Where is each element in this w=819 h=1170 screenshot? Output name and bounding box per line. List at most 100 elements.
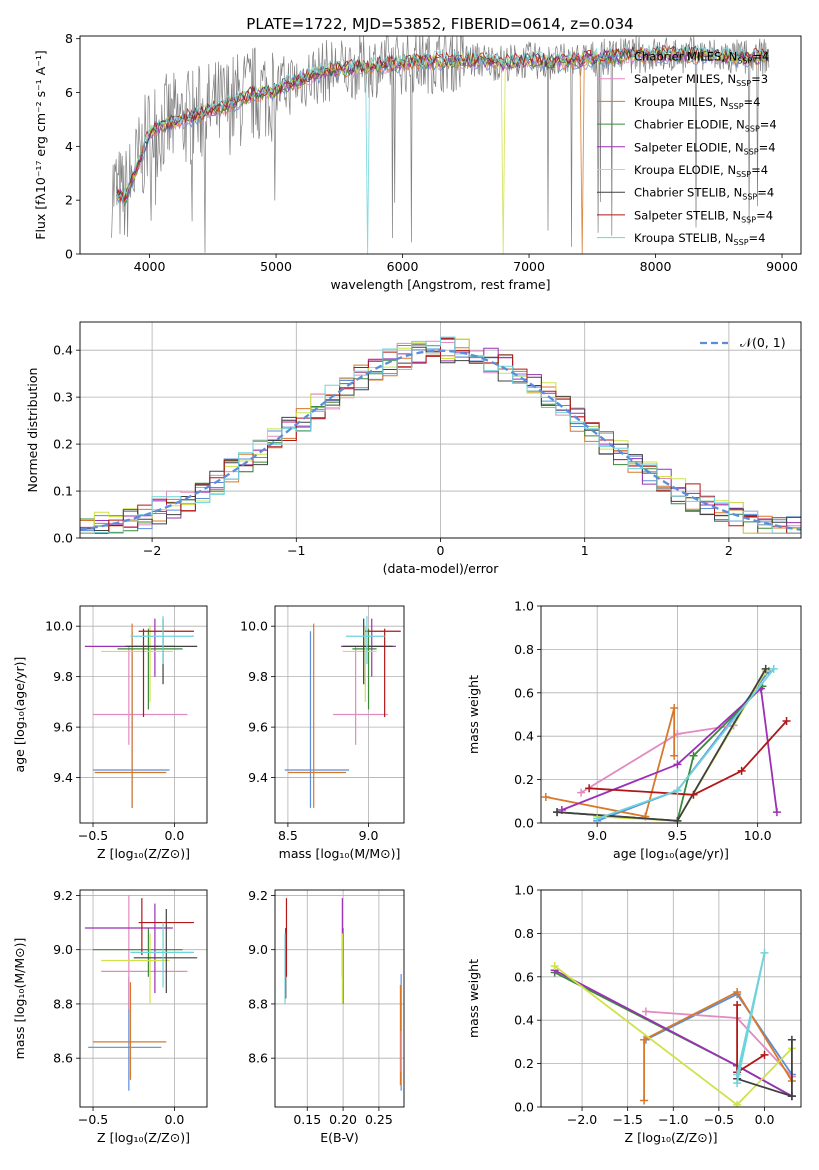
weight_vs_Z-series — [550, 948, 796, 1107]
x-tick-label: 2 — [725, 543, 733, 558]
y-tick-label: 0.3 — [53, 390, 73, 405]
residual-legend: 𝒩(0, 1) — [700, 335, 786, 350]
mass_vs_ebv-points — [284, 898, 402, 1091]
x-tick-label: 8000 — [640, 259, 672, 274]
x-tick-label: 9.0 — [587, 828, 607, 843]
y-tick-label: 9.0 — [53, 942, 73, 957]
age_vs_Z-frame — [79, 605, 208, 824]
x-tick-label: 4000 — [134, 259, 166, 274]
series-line — [596, 668, 775, 820]
series-line — [643, 990, 793, 1101]
series-marker — [577, 788, 586, 797]
legend-entry: Salpeter ELODIE, NSSP=4 — [634, 140, 776, 156]
x-tick-label: −1 — [287, 543, 305, 558]
series-marker — [787, 1092, 796, 1101]
weight_vs_age-series — [541, 664, 791, 823]
y-tick-label: 0.2 — [514, 1056, 534, 1071]
y-tick-label: 0.8 — [514, 642, 534, 657]
weight_vs_Z-axes: −2.0 −1.5 −1.0 −0.5 0.0 0.0 0.2 0.4 0.6 0.8 1.0 Z [… — [466, 883, 801, 1145]
series-marker — [769, 664, 778, 673]
y-axis-label: mass weight — [466, 959, 481, 1038]
x-axis-label: mass [log₁₀(M/M⊙)] — [279, 846, 401, 861]
y-tick-label: 0.2 — [53, 437, 73, 452]
legend-entry: Salpeter MILES, NSSP=3 — [634, 72, 768, 88]
spectrum-axes: 4000 5000 6000 7000 8000 9000 0 2 4 6 8 wavelength … — [33, 31, 798, 292]
residuals-axes: −2 −1 0 1 2 0.0 0.1 0.2 0.3 0.4 (data-model)/error… — [25, 322, 801, 576]
y-tick-label: 8.8 — [53, 996, 73, 1011]
mass_vs_Z-axes: −0.5 0.0 8.6 8.8 9.0 9.2 Z [log₁₀(Z/Z⊙)] mass [… — [12, 888, 207, 1145]
model-spectrum-line — [116, 44, 769, 203]
y-tick-label: 0.0 — [53, 531, 73, 546]
y-tick-label: 0 — [65, 247, 73, 262]
series-marker — [550, 961, 559, 970]
age_vs_mass-axes: 8.5 9.0 9.4 9.6 9.8 10.0 mass [log₁₀(M/M⊙)] — [240, 606, 404, 861]
x-tick-label: 1 — [581, 543, 589, 558]
x-tick-label: 0.0 — [164, 1112, 184, 1127]
legend-entry: Kroupa MILES, NSSP=4 — [634, 95, 760, 111]
y-tick-label: 9.0 — [248, 942, 268, 957]
histogram-step-line — [80, 338, 801, 534]
series-marker — [673, 816, 682, 823]
x-tick-label: −1.0 — [658, 1112, 688, 1127]
legend-entry: Chabrier MILES, NSSP=4 — [634, 50, 769, 66]
x-tick-label: 0.15 — [293, 1112, 321, 1127]
x-tick-label: 0.0 — [164, 828, 184, 843]
y-tick-label: 0.4 — [514, 729, 534, 744]
series-marker — [761, 664, 770, 673]
y-tick-label: 9.2 — [53, 888, 73, 903]
y-tick-label: 1.0 — [514, 883, 534, 898]
age_vs_mass-frame — [274, 605, 405, 824]
x-axis-label: (data-model)/error — [383, 561, 500, 576]
mass_vs_Z-frame — [79, 889, 208, 1108]
y-tick-label: 9.6 — [53, 720, 73, 735]
y-tick-label: 4 — [65, 139, 73, 154]
series-line — [545, 707, 676, 818]
y-tick-label: 8.8 — [248, 996, 268, 1011]
y-tick-label: 1.0 — [514, 599, 534, 614]
series-marker — [673, 786, 682, 795]
series-marker — [733, 1070, 742, 1079]
mass_vs_Z-points — [84, 895, 198, 1091]
y-tick-label: 8 — [65, 31, 73, 46]
legend-entry: Chabrier STELIB, NSSP=4 — [634, 186, 774, 202]
y-tick-label: 0.1 — [53, 484, 73, 499]
y-tick-label: 0.4 — [514, 1013, 534, 1028]
y-tick-label: 8.6 — [53, 1051, 73, 1066]
x-tick-label: 9000 — [766, 259, 798, 274]
series-marker — [670, 751, 679, 760]
series-line — [597, 670, 767, 822]
series-marker — [640, 1035, 649, 1044]
series-marker — [760, 948, 769, 957]
spectrum-lines — [111, 36, 770, 254]
series-marker — [541, 792, 550, 801]
series-marker — [673, 760, 682, 769]
y-tick-label: 0.2 — [514, 772, 534, 787]
x-tick-label: 8.5 — [278, 828, 298, 843]
legend-entry: Kroupa STELIB, NSSP=4 — [634, 231, 765, 247]
series-marker — [689, 751, 698, 760]
series-marker — [733, 1100, 742, 1107]
y-tick-label: 0.0 — [514, 1100, 534, 1115]
y-tick-label: 0.0 — [514, 816, 534, 831]
y-tick-label: 8.6 — [248, 1051, 268, 1066]
histogram-step-line — [80, 336, 801, 534]
series-marker — [553, 808, 562, 817]
y-tick-label: 0.8 — [514, 926, 534, 941]
series-marker — [689, 790, 698, 799]
y-tick-label: 10.0 — [45, 619, 73, 634]
y-tick-label: 9.6 — [248, 720, 268, 735]
x-axis-label: Z [log₁₀(Z/Z⊙)] — [97, 1130, 190, 1145]
y-tick-label: 0.4 — [53, 343, 73, 358]
y-tick-label: 9.4 — [53, 770, 73, 785]
series-marker — [782, 717, 791, 726]
mass_vs_ebv-frame — [274, 889, 405, 1108]
residual-histograms — [80, 336, 801, 534]
legend-entry: Chabrier ELODIE, NSSP=4 — [634, 118, 777, 134]
x-tick-label: 10.0 — [744, 828, 772, 843]
series-marker — [733, 1079, 742, 1088]
x-axis-label: E(B-V) — [320, 1130, 359, 1145]
x-tick-label: 9.5 — [667, 828, 687, 843]
x-tick-label: −0.5 — [78, 1112, 108, 1127]
y-tick-label: 10.0 — [240, 619, 268, 634]
